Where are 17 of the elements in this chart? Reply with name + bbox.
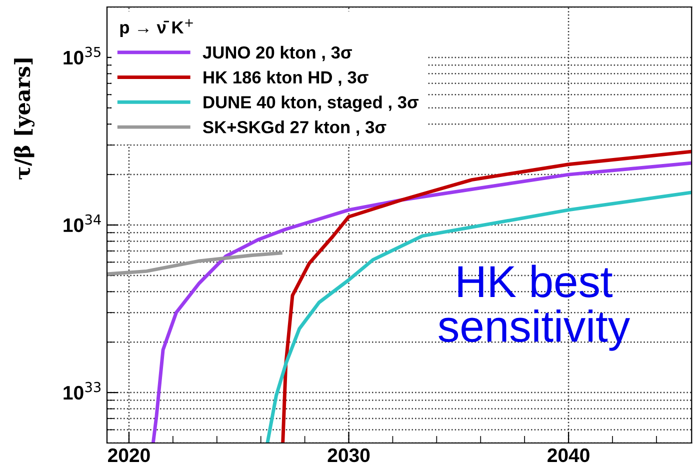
x-tick-label: 2040 [548, 448, 590, 462]
x-tick-label: 2020 [108, 448, 150, 462]
y-tick-label: 10$^{33}$ [64, 382, 101, 400]
legend-title: p → ν̄ K$^{+}$ [120, 19, 193, 38]
y-axis-title: τ/β [years] [14, 58, 35, 180]
line-series [281, 150, 692, 443]
x-tick-label: 2030 [328, 448, 370, 462]
line-series [151, 161, 692, 443]
y-tick-label: 10$^{34}$ [64, 214, 101, 232]
line-series [107, 251, 282, 276]
legend-label: SK+SKGd 27 kton , 3σ [202, 120, 386, 136]
annotation: HK best sensitivity [438, 264, 630, 351]
y-tick-label: 10$^{35}$ [64, 46, 100, 65]
legend-label: DUNE 40 kton, staged , 3σ [204, 96, 419, 112]
line-series [266, 190, 692, 443]
legend-label: HK 186 kton HD , 3σ [204, 70, 368, 86]
legend-label: JUNO 20 kton , 3σ [202, 46, 352, 62]
